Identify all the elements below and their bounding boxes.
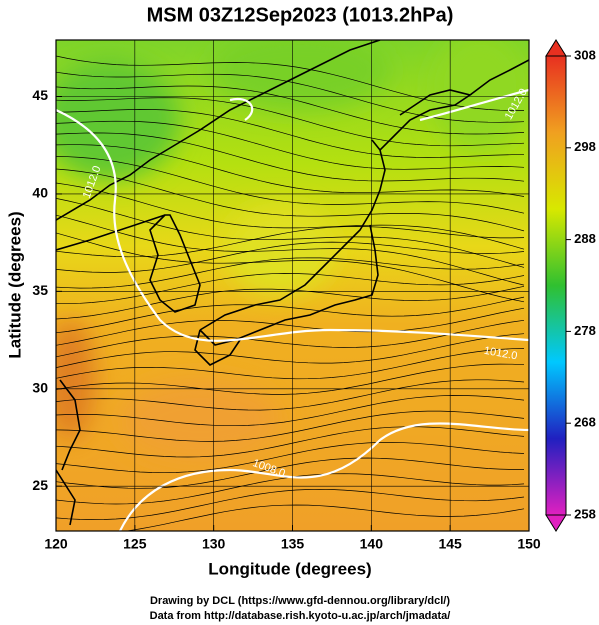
colorbar-tick-label: 268 xyxy=(574,415,596,430)
streamline xyxy=(56,198,525,268)
y-tick-label: 30 xyxy=(32,379,48,395)
streamline xyxy=(56,348,525,380)
streamline xyxy=(56,226,525,258)
x-axis-label: Longitude (degrees) xyxy=(208,559,371,578)
streamline xyxy=(56,273,525,305)
footer-line: Data from http://database.rish.kyoto-u.a… xyxy=(150,610,451,622)
streamline xyxy=(56,395,525,427)
streamline xyxy=(56,285,525,320)
x-tick-label: 125 xyxy=(123,536,147,552)
footer-line: Drawing by DCL (https://www.gfd-dennou.o… xyxy=(150,595,450,607)
streamline xyxy=(56,109,524,158)
streamline xyxy=(56,232,525,303)
streamline xyxy=(56,379,525,411)
colorbar-tick-label: 278 xyxy=(574,323,596,338)
streamline xyxy=(56,55,524,111)
colorbar xyxy=(545,55,567,516)
streamline xyxy=(56,241,525,273)
isobars xyxy=(56,88,529,531)
streamline xyxy=(56,85,525,135)
x-tick-label: 140 xyxy=(360,536,384,552)
x-tick-label: 130 xyxy=(202,536,226,552)
streamline xyxy=(56,457,525,489)
streamline xyxy=(56,333,525,368)
y-tick-label: 35 xyxy=(32,282,48,298)
contour-label: 1012.0 xyxy=(483,345,518,363)
streamline xyxy=(56,120,525,170)
streamline xyxy=(56,214,525,286)
field xyxy=(56,40,529,531)
y-tick-label: 45 xyxy=(32,87,48,103)
colorbar-tick-label: 288 xyxy=(574,231,596,246)
streamline xyxy=(56,296,525,334)
x-tick-label: 135 xyxy=(281,536,305,552)
streamline xyxy=(56,442,525,474)
streamline xyxy=(56,488,525,520)
title: MSM 03Z12Sep2023 (1013.2hPa) xyxy=(147,4,454,26)
streamline xyxy=(56,168,525,232)
x-tick-label: 150 xyxy=(517,536,541,552)
streamline xyxy=(56,182,525,250)
streamline xyxy=(56,156,525,214)
streamline xyxy=(56,426,525,458)
streamline xyxy=(56,363,525,395)
streamline xyxy=(56,144,525,197)
streamline xyxy=(56,257,525,289)
streamline xyxy=(56,132,525,182)
colorbar-tick-label: 298 xyxy=(574,139,596,154)
streamline xyxy=(56,97,525,147)
streamline xyxy=(124,504,525,531)
streamline xyxy=(56,71,525,123)
y-tick-label: 40 xyxy=(32,185,48,201)
x-tick-label: 120 xyxy=(44,536,68,552)
x-tick-label: 145 xyxy=(438,536,462,552)
y-tick-label: 25 xyxy=(32,477,48,493)
y-axis-label: Latitude (degrees) xyxy=(5,211,24,358)
colorbar-tick-label: 258 xyxy=(574,506,596,521)
colorbar-tick-label: 308 xyxy=(574,47,596,62)
colorbar-bottom-arrow xyxy=(545,514,567,532)
streamline xyxy=(56,410,525,442)
streamline xyxy=(56,307,525,346)
colorbar-top-arrow xyxy=(545,39,567,57)
